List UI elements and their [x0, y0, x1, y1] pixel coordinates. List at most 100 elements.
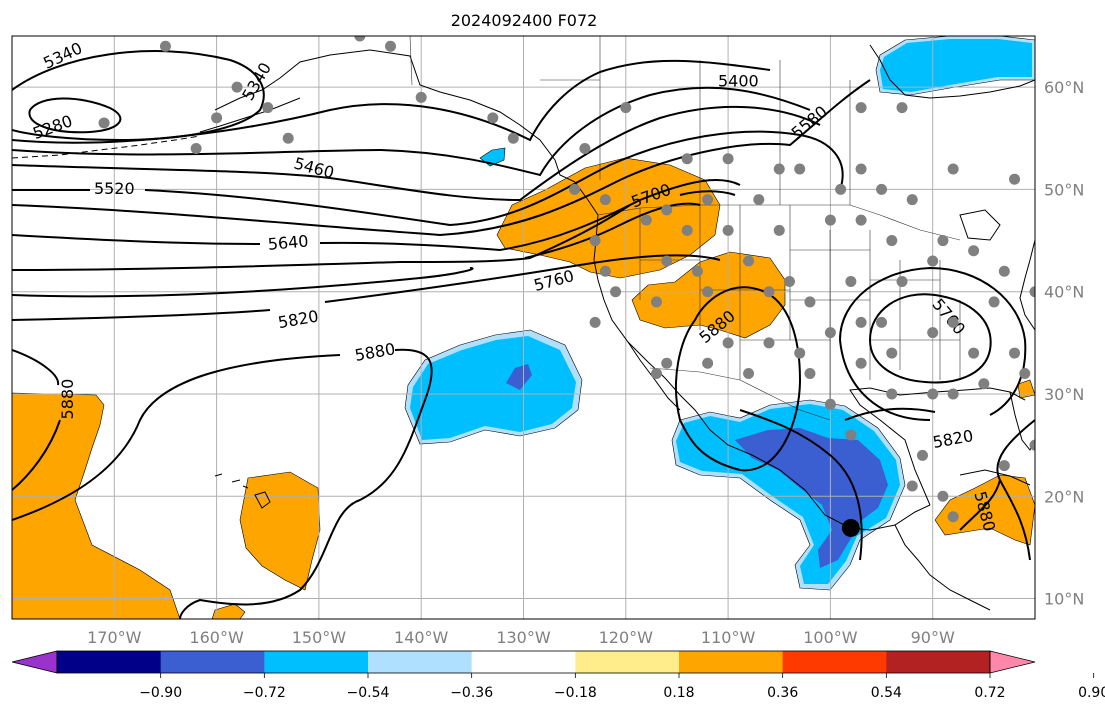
lon-tick-label: 170°W — [87, 628, 142, 647]
station-dot — [487, 112, 499, 124]
contour-5340 — [12, 50, 265, 142]
station-dot — [661, 357, 673, 369]
station-dot — [599, 194, 611, 206]
station-dot — [620, 102, 632, 114]
station-dot — [599, 265, 611, 277]
station-dot — [794, 347, 806, 359]
station-dot — [579, 143, 591, 155]
station-dot — [937, 490, 949, 502]
colorbar-tick-label: −0.90 — [139, 685, 182, 701]
positive-anomaly-pacific-west — [12, 392, 181, 619]
contour-5700 — [12, 190, 736, 271]
station-dot — [998, 460, 1010, 472]
coastline-alaska — [214, 49, 576, 183]
station-dot — [906, 194, 918, 206]
colorbar-segment — [264, 651, 369, 673]
contour-5820-east — [844, 407, 936, 421]
station-dot — [722, 153, 734, 165]
station-dot — [1029, 439, 1035, 451]
station-dot — [589, 316, 601, 328]
station-dot — [211, 112, 223, 124]
lat-tick-label: 30°N — [1044, 385, 1084, 404]
border-alaska-canada — [409, 36, 413, 86]
station-dot — [98, 117, 110, 129]
station-dot — [702, 194, 714, 206]
station-dot — [886, 347, 898, 359]
lon-tick-label: 110°W — [701, 628, 756, 647]
station-dot — [610, 286, 622, 298]
station-dot — [702, 357, 714, 369]
hawaii-big-island — [254, 491, 271, 509]
station-dot — [896, 102, 908, 114]
station-dot — [691, 265, 703, 277]
colorbar-extend-max — [989, 650, 1036, 674]
colorbar-segment — [575, 651, 680, 673]
figure-title: 2024092400 F072 — [451, 11, 598, 30]
coastline-alaska-peninsula — [199, 97, 301, 133]
positive-anomaly-pacific-small — [211, 603, 246, 619]
negative-anomaly-canada-inner — [880, 39, 1032, 92]
lon-tick-label: 160°W — [189, 628, 244, 647]
station-dot — [773, 163, 785, 175]
coastline-baja — [627, 341, 681, 411]
station-dot — [835, 183, 847, 195]
coastline-aleutians — [12, 135, 201, 159]
station-dot — [354, 36, 366, 42]
station-dot — [978, 378, 990, 390]
lon-tick-label: 100°W — [803, 628, 858, 647]
contour-5760-low — [868, 293, 992, 384]
positive-anomaly-hawaii — [239, 471, 321, 591]
colorbar-segment — [679, 651, 784, 673]
contour-label: 5520 — [94, 179, 135, 198]
station-dot — [753, 194, 765, 206]
station-dot — [650, 368, 662, 380]
colorbar-segment — [160, 651, 265, 673]
lat-tick-label: 20°N — [1044, 487, 1084, 506]
lon-tick-label: 150°W — [292, 628, 347, 647]
lat-tick-label: 50°N — [1044, 180, 1084, 199]
station-dot — [804, 296, 816, 308]
border-us-canada — [597, 204, 961, 241]
station-dot — [947, 388, 959, 400]
station-dot — [845, 429, 857, 441]
station-dot — [763, 286, 775, 298]
colorbar-tick-label: 0.90 — [1078, 685, 1105, 701]
negative-anomaly-pacific-center-core — [506, 364, 532, 390]
colorbar-frame — [56, 650, 991, 674]
station-dot — [661, 204, 673, 216]
contour-5880-us — [674, 286, 802, 472]
station-dot — [722, 337, 734, 349]
station-dot — [896, 275, 908, 287]
lon-tick-label: 90°W — [911, 628, 955, 647]
station-dot — [722, 224, 734, 236]
station-dot — [640, 214, 652, 226]
positive-anomaly-caribbean — [934, 474, 1035, 546]
hawaii-islands — [214, 473, 249, 489]
station-dot — [824, 398, 836, 410]
station-dot — [702, 286, 714, 298]
station-dot — [937, 235, 949, 247]
station-dot — [927, 255, 939, 267]
station-dot — [804, 368, 816, 380]
station-dot — [569, 183, 581, 195]
station-dot — [661, 255, 673, 267]
colorbar: −0.90 −0.72 −0.54 −0.36 −0.18 0.18 0.36 0.54 0.7… — [11, 650, 1105, 701]
colorbar-extend-min — [11, 650, 58, 674]
colorbar-tick-label: 0.72 — [974, 685, 1005, 701]
contour-5760 — [12, 202, 701, 298]
station-dot — [231, 81, 243, 93]
contour-label: 5880 — [58, 379, 77, 420]
map-frame — [11, 35, 1036, 620]
station-dot — [415, 91, 427, 103]
contour-5640 — [12, 179, 741, 252]
station-dot — [824, 214, 836, 226]
latitude-tick-labels: 60°N 50°N 40°N 30°N 20°N 10°N — [1044, 78, 1084, 608]
station-dot — [190, 143, 202, 155]
lake-outline — [959, 209, 1001, 241]
lat-tick-label: 10°N — [1044, 590, 1084, 609]
coastline-canada-hudson — [869, 44, 1035, 99]
station-dot — [855, 102, 867, 114]
colorbar-segment — [368, 651, 473, 673]
station-dot — [794, 163, 806, 175]
